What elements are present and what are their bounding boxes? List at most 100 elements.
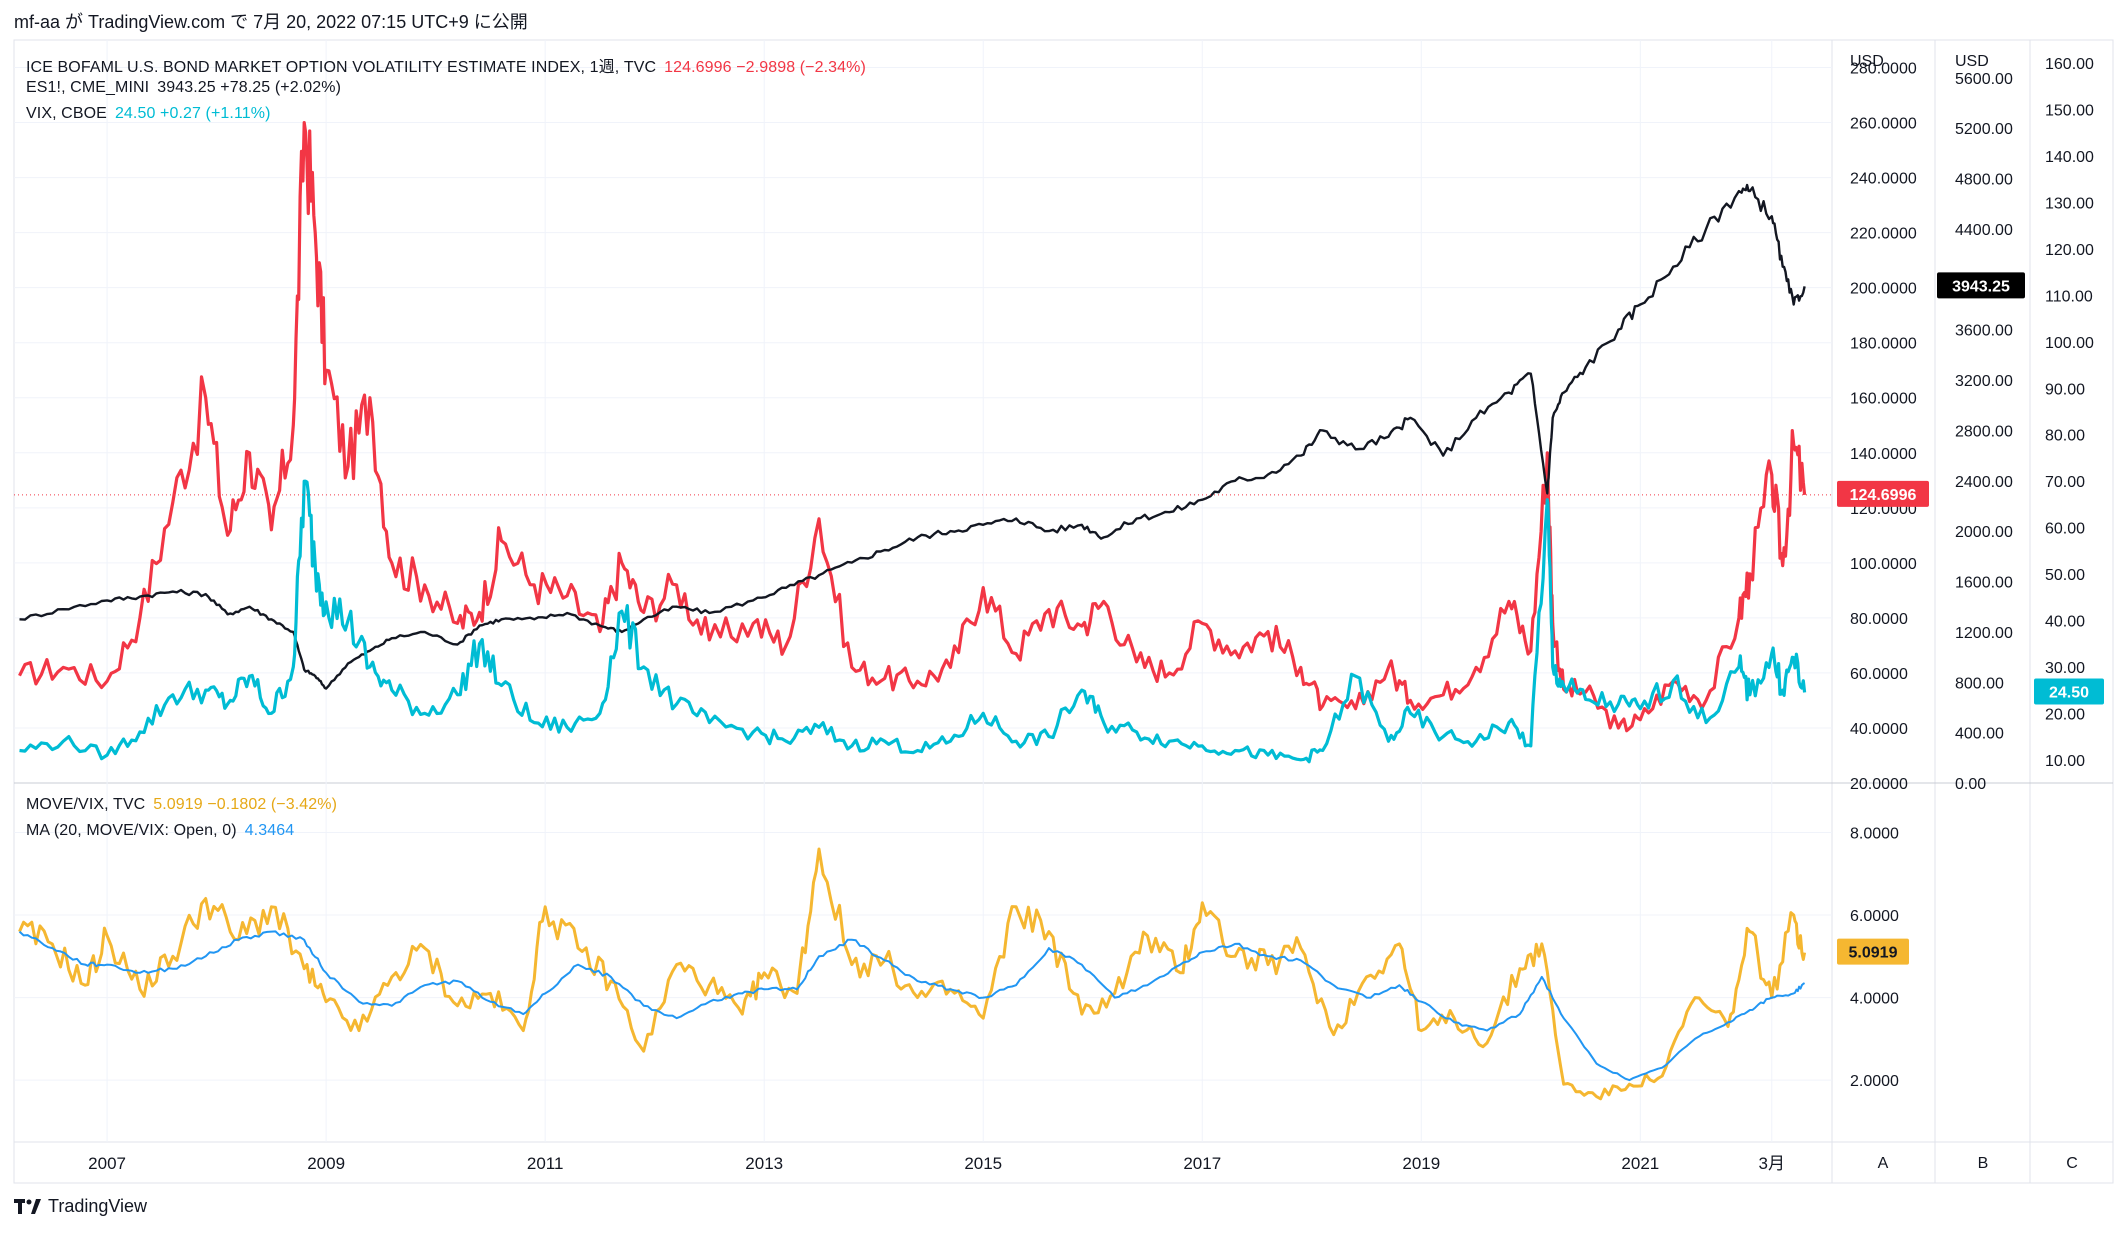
scale-a-tick: 140.0000 — [1850, 446, 1917, 463]
series-line-es1-[interactable] — [19, 183, 1806, 690]
legend-ratio[interactable]: MOVE/VIX, TVC 5.0919 −0.1802 (−3.42%) — [26, 796, 345, 814]
lower-scale-tick: 6.0000 — [1850, 908, 1899, 925]
time-tick: 2011 — [527, 1154, 564, 1173]
scale-b-tick: 3600.00 — [1955, 323, 2013, 340]
series-line-vix[interactable] — [19, 479, 1807, 764]
scale-c-tick: 80.00 — [2045, 428, 2085, 445]
lower-scale-tick: 4.0000 — [1850, 991, 1899, 1008]
scale-b-tick: 4800.00 — [1955, 172, 2013, 189]
vix-last-badge: 24.50 — [2049, 684, 2089, 701]
scale-c-tick: 20.00 — [2045, 706, 2085, 723]
scale-b-tick: 4400.00 — [1955, 222, 2013, 239]
footer-brand-text: TradingView — [48, 1196, 148, 1216]
time-scale[interactable]: 2007 2009 2011 2013 2015 2017 2019 2021 3月 A B C — [88, 1154, 2078, 1173]
price-scale-b[interactable]: USD5600.005200.004800.004400.004000.0036… — [1955, 53, 2013, 793]
scale-button-b[interactable]: B — [1978, 1155, 1989, 1172]
lower-price-scale[interactable]: 8.0000 6.0000 4.0000 2.0000 — [1850, 826, 1899, 1091]
scale-a-tick: 40.0000 — [1850, 721, 1908, 738]
time-tick: 2013 — [745, 1154, 783, 1173]
time-tick: 2021 — [1621, 1154, 1659, 1173]
scale-c-tick: 10.00 — [2045, 753, 2085, 770]
scale-c-tick: 120.00 — [2045, 242, 2094, 259]
scale-button-a[interactable]: A — [1878, 1155, 1889, 1172]
legend-es-values: 3943.25 +78.25 (+2.02%) — [157, 79, 341, 96]
lower-scale-tick: 2.0000 — [1850, 1073, 1899, 1090]
scale-b-tick: 5600.00 — [1955, 71, 2013, 88]
scale-c-tick: 50.00 — [2045, 567, 2085, 584]
scale-b-tick: 800.00 — [1955, 675, 2004, 692]
publish-header: mf-aa が TradingView.com で 7月 20, 2022 07… — [14, 12, 528, 32]
scale-b-tick: 1600.00 — [1955, 575, 2013, 592]
time-tick: 2015 — [964, 1154, 1002, 1173]
legend-vix-values: 24.50 +0.27 (+1.11%) — [114, 105, 271, 122]
move-last-badge: 124.6996 — [1850, 487, 1917, 504]
legend-es-name: ES1!, CME_MINI — [26, 79, 150, 96]
vix-last-badge-bg — [2034, 678, 2104, 705]
scale-a-tick: 20.0000 — [1850, 776, 1908, 793]
scale-a-tick: 280.0000 — [1850, 61, 1917, 78]
scale-c-tick: 160.00 — [2045, 56, 2094, 73]
footer-brand[interactable]: TradingView — [14, 1196, 147, 1217]
legend-move[interactable]: ICE BOFAML U.S. BOND MARKET OPTION VOLAT… — [26, 53, 874, 77]
scale-a-tick: 180.0000 — [1850, 336, 1917, 353]
time-tick: 2019 — [1402, 1154, 1440, 1173]
time-tick: 2009 — [307, 1154, 345, 1173]
legend-move-name: ICE BOFAML U.S. BOND MARKET OPTION VOLAT… — [26, 59, 657, 76]
scale-a-title: USD — [1850, 53, 1884, 70]
legend-move-values: 124.6996 −2.9898 (−2.34%) — [664, 59, 866, 76]
scale-c-tick: 130.00 — [2045, 196, 2094, 213]
scale-c-tick: 90.00 — [2045, 381, 2085, 398]
scale-c-tick: 30.00 — [2045, 660, 2085, 677]
scale-b-tick: 5200.00 — [1955, 121, 2013, 138]
scale-b-tick: 1200.00 — [1955, 625, 2013, 642]
legend-ma-values: 4.3464 — [244, 822, 295, 839]
lower-series[interactable] — [18, 847, 1807, 1101]
scale-b-tick: 2400.00 — [1955, 474, 2013, 491]
scale-c-tick: 150.00 — [2045, 103, 2094, 120]
chart-border — [13, 39, 2114, 1184]
scale-a-tick: 160.0000 — [1850, 391, 1917, 408]
scale-b-tick: 0.00 — [1955, 776, 1986, 793]
scale-a-tick: 240.0000 — [1850, 171, 1917, 188]
scale-a-tick: 100.0000 — [1850, 556, 1917, 573]
price-scale-c[interactable]: 160.00 150.00 140.00 130.00 120.00 110.00 100.… — [2045, 56, 2094, 770]
last-value-badges: 3943.25 124.6996 24.50 5.0919 — [1837, 272, 2104, 965]
series-line-ma-20[interactable] — [18, 930, 1806, 1082]
move-last-badge-bg — [1837, 480, 1929, 507]
scale-c-tick: 100.00 — [2045, 335, 2094, 352]
series-line-move-vix[interactable] — [18, 847, 1807, 1101]
scale-a-tick: 260.0000 — [1850, 116, 1917, 133]
scale-a-tick: 220.0000 — [1850, 226, 1917, 243]
chart-frame — [13, 39, 2114, 1184]
es-last-badge: 3943.25 — [1952, 278, 2010, 295]
time-tick: 2017 — [1183, 1154, 1221, 1173]
ratio-last-badge: 5.0919 — [1849, 945, 1898, 962]
upper-series[interactable] — [14, 121, 1832, 764]
legend-vix-name: VIX, CBOE — [26, 105, 107, 122]
legend-vix[interactable]: VIX, CBOE 24.50 +0.27 (+1.11%) — [26, 105, 279, 123]
scale-b-title: USD — [1955, 53, 1989, 70]
ratio-last-badge-bg — [1837, 938, 1909, 965]
legend-ma[interactable]: MA (20, MOVE/VIX: Open, 0) 4.3464 — [26, 822, 302, 840]
scale-c-tick: 60.00 — [2045, 521, 2085, 538]
scale-a-tick: 80.0000 — [1850, 611, 1908, 628]
legend-es[interactable]: ES1!, CME_MINI 3943.25 +78.25 (+2.02%) — [26, 79, 349, 97]
scale-c-tick: 110.00 — [2045, 288, 2093, 305]
time-tick: 2007 — [88, 1154, 126, 1173]
legend-ma-name: MA (20, MOVE/VIX: Open, 0) — [26, 822, 237, 839]
tradingview-logo-icon — [14, 1198, 41, 1214]
scale-a-tick: 60.0000 — [1850, 666, 1908, 683]
legend-ratio-name: MOVE/VIX, TVC — [26, 796, 146, 813]
legend-ratio-values: 5.0919 −0.1802 (−3.42%) — [153, 796, 338, 813]
lower-grid — [14, 783, 1832, 1142]
scale-b-tick: 400.00 — [1955, 726, 2004, 743]
scale-c-tick: 140.00 — [2045, 149, 2094, 166]
scale-b-tick: 2800.00 — [1955, 423, 2013, 440]
upper-grid — [14, 40, 1832, 783]
scale-c-tick: 40.00 — [2045, 613, 2085, 630]
scale-button-c[interactable]: C — [2066, 1155, 2078, 1172]
lower-scale-tick: 8.0000 — [1850, 826, 1899, 843]
scale-a-tick: 200.0000 — [1850, 281, 1917, 298]
